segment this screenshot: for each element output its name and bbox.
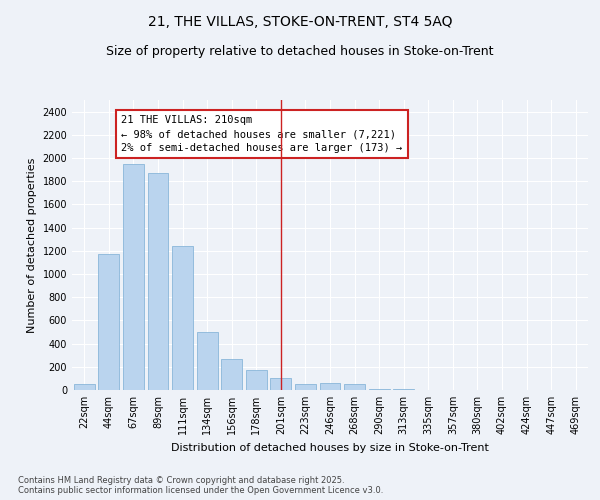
Bar xyxy=(271,378,292,390)
Bar xyxy=(74,384,95,390)
Bar xyxy=(123,164,144,390)
Text: 21, THE VILLAS, STOKE-ON-TRENT, ST4 5AQ: 21, THE VILLAS, STOKE-ON-TRENT, ST4 5AQ xyxy=(148,15,452,29)
Bar xyxy=(295,384,316,390)
Bar xyxy=(172,246,193,390)
Text: Size of property relative to detached houses in Stoke-on-Trent: Size of property relative to detached ho… xyxy=(106,45,494,58)
Text: Contains HM Land Registry data © Crown copyright and database right 2025.
Contai: Contains HM Land Registry data © Crown c… xyxy=(18,476,383,495)
Bar xyxy=(320,383,340,390)
Bar xyxy=(246,370,267,390)
X-axis label: Distribution of detached houses by size in Stoke-on-Trent: Distribution of detached houses by size … xyxy=(171,442,489,452)
Text: 21 THE VILLAS: 210sqm
← 98% of detached houses are smaller (7,221)
2% of semi-de: 21 THE VILLAS: 210sqm ← 98% of detached … xyxy=(121,115,403,153)
Bar xyxy=(98,254,119,390)
Bar xyxy=(197,332,218,390)
Bar xyxy=(148,173,169,390)
Bar xyxy=(221,358,242,390)
Bar xyxy=(368,389,389,390)
Bar xyxy=(344,384,365,390)
Y-axis label: Number of detached properties: Number of detached properties xyxy=(27,158,37,332)
